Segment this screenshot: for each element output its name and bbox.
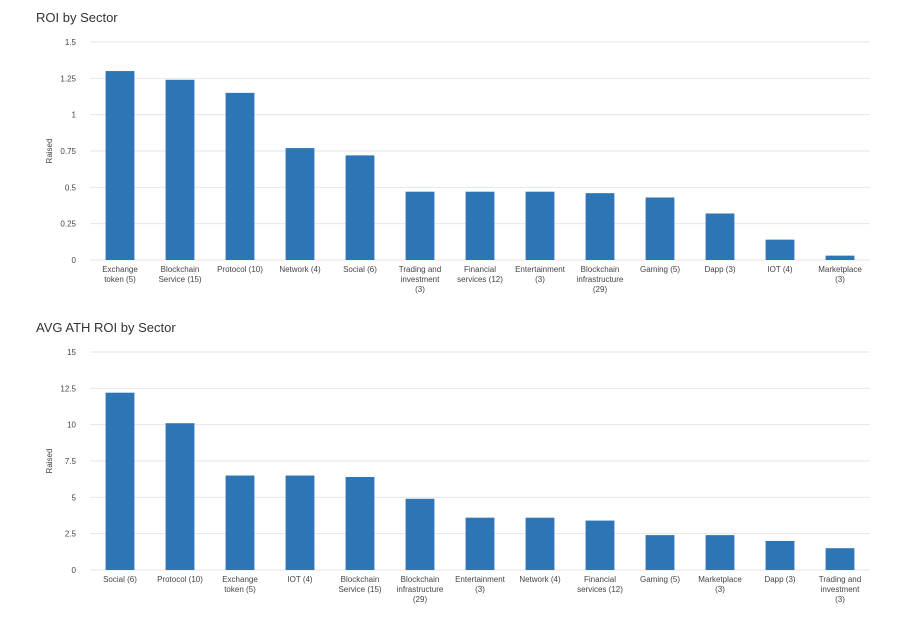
x-tick-label: Exchange token (5) <box>102 265 138 284</box>
y-tick-label: 1 <box>72 111 77 120</box>
x-tick-label: Network (4) <box>279 265 321 274</box>
x-tick-label: Protocol (10) <box>217 265 263 274</box>
bar <box>645 535 675 570</box>
x-tick-label: Trading and investment (3) <box>399 265 441 294</box>
y-tick-label: 0.75 <box>60 147 76 156</box>
bar <box>225 92 255 260</box>
y-tick-label: 2.5 <box>65 530 77 539</box>
x-tick-label: Dapp (3) <box>764 575 795 584</box>
bar <box>765 239 795 260</box>
bar <box>585 193 615 260</box>
bar <box>645 197 675 260</box>
bar <box>465 517 495 570</box>
bar <box>165 423 195 570</box>
bar <box>405 191 435 260</box>
roi-bar-chart: 0 0.25 0.5 0.75 1 1.25 1.5 Raised Exchange token … <box>45 38 870 294</box>
bar <box>165 79 195 260</box>
y-tick-label: 15 <box>67 348 76 357</box>
x-tick-label: Marketplace (3) <box>818 265 862 284</box>
bar <box>705 535 735 570</box>
bar <box>345 476 375 570</box>
x-tick-label: Blockchain Service (15) <box>158 265 201 284</box>
bar <box>765 540 795 570</box>
bar <box>825 548 855 570</box>
bar <box>285 148 315 260</box>
x-tick-label: Blockchain Service (15) <box>338 575 381 594</box>
y-axis-label: Raised <box>45 449 54 474</box>
y-tick-label: 0.5 <box>65 183 77 192</box>
x-tick-label: Trading and investment (3) <box>819 575 861 604</box>
chart-title: AVG ATH ROI by Sector <box>36 320 176 335</box>
bar <box>105 71 135 260</box>
x-tick-label: IOT (4) <box>287 575 313 584</box>
bar <box>285 475 315 570</box>
bar <box>465 191 495 260</box>
y-tick-label: 5 <box>72 493 77 502</box>
y-tick-label: 1.5 <box>65 38 77 47</box>
x-tick-label: Financial services (12) <box>457 265 503 284</box>
x-tick-label: Entertainment (3) <box>515 265 566 284</box>
x-tick-label: Entertainment (3) <box>455 575 506 594</box>
y-tick-label: 12.5 <box>60 384 76 393</box>
x-tick-label: IOT (4) <box>767 265 793 274</box>
x-tick-label: Dapp (3) <box>704 265 735 274</box>
x-tick-label: Blockchain infrastructure (29) <box>577 265 624 294</box>
y-tick-label: 0.25 <box>60 220 76 229</box>
x-tick-label: Protocol (10) <box>157 575 203 584</box>
bar <box>585 520 615 570</box>
bar <box>405 498 435 570</box>
bar <box>225 475 255 570</box>
x-tick-label: Exchange token (5) <box>222 575 258 594</box>
x-tick-label: Gaming (5) <box>640 575 680 584</box>
y-tick-label: 10 <box>67 421 76 430</box>
x-tick-label: Blockchain infrastructure (29) <box>397 575 444 604</box>
x-tick-label: Social (6) <box>103 575 137 584</box>
x-tick-label: Marketplace (3) <box>698 575 742 594</box>
chart-title: ROI by Sector <box>36 10 118 25</box>
y-axis-label: Raised <box>45 139 54 164</box>
bar <box>525 517 555 570</box>
bar <box>525 191 555 260</box>
x-tick-label: Network (4) <box>519 575 561 584</box>
x-tick-label: Financial services (12) <box>577 575 623 594</box>
bar <box>345 155 375 260</box>
ath-roi-bar-chart: 0 2.5 5 7.5 10 12.5 15 Raised Social (6) Protocol… <box>45 348 870 604</box>
y-tick-label: 0 <box>72 566 77 575</box>
bar <box>105 392 135 570</box>
y-tick-label: 1.25 <box>60 74 76 83</box>
x-tick-label: Social (6) <box>343 265 377 274</box>
y-tick-label: 7.5 <box>65 457 77 466</box>
bar <box>705 213 735 260</box>
x-tick-label: Gaming (5) <box>640 265 680 274</box>
bar <box>825 255 855 260</box>
y-tick-label: 0 <box>72 256 77 265</box>
